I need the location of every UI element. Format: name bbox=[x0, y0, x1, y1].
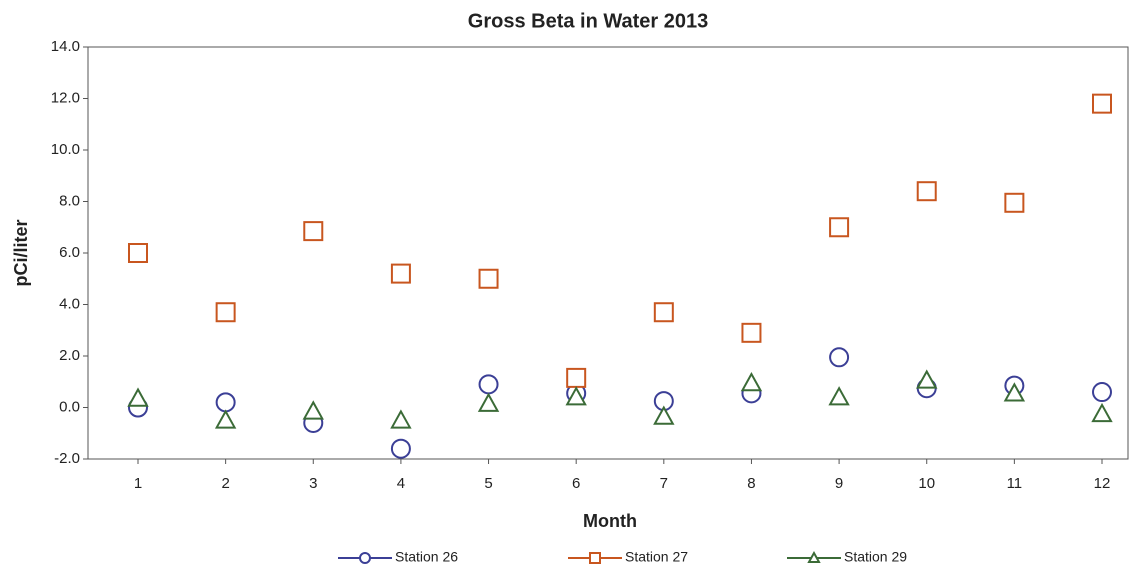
y-axis-title: pCi/liter bbox=[11, 219, 31, 286]
data-point bbox=[215, 392, 236, 413]
x-tick-label: 10 bbox=[918, 475, 935, 492]
data-point bbox=[740, 371, 763, 392]
legend-text: Station 27 bbox=[625, 549, 688, 565]
x-axis-title: Month bbox=[583, 511, 637, 531]
y-tick-label: -2.0 bbox=[54, 450, 80, 467]
data-point bbox=[829, 217, 850, 238]
data-point bbox=[128, 243, 148, 263]
data-point bbox=[390, 438, 411, 459]
y-tick-label: 12.0 bbox=[51, 89, 80, 106]
x-tick-label: 1 bbox=[134, 475, 142, 492]
data-point bbox=[565, 386, 587, 406]
data-point bbox=[390, 263, 411, 284]
y-tick-label: 0.0 bbox=[59, 398, 80, 415]
legend-marker bbox=[359, 552, 371, 564]
y-tick-label: 2.0 bbox=[59, 347, 80, 364]
data-point bbox=[1092, 93, 1112, 114]
data-point bbox=[302, 400, 324, 420]
x-tick-label: 12 bbox=[1094, 475, 1111, 492]
x-tick-label: 8 bbox=[747, 475, 755, 492]
data-point bbox=[477, 392, 500, 412]
x-tick-label: 7 bbox=[660, 475, 668, 492]
data-point bbox=[303, 221, 324, 242]
chart-title: Gross Beta in Water 2013 bbox=[468, 10, 708, 32]
data-point bbox=[653, 302, 674, 323]
x-tick-label: 9 bbox=[835, 475, 843, 492]
data-point bbox=[1003, 382, 1026, 402]
x-tick-label: 4 bbox=[397, 475, 405, 492]
legend-marker bbox=[807, 550, 821, 563]
x-tick-label: 2 bbox=[221, 475, 229, 492]
x-tick-label: 5 bbox=[484, 475, 492, 492]
data-point bbox=[478, 374, 499, 395]
y-tick-label: 6.0 bbox=[59, 244, 80, 261]
data-point bbox=[1092, 382, 1112, 403]
y-tick-label: 14.0 bbox=[51, 38, 80, 55]
data-point bbox=[741, 322, 762, 343]
plot-frame bbox=[87, 46, 1129, 460]
legend-marker bbox=[589, 552, 601, 564]
y-tick-label: 8.0 bbox=[59, 192, 80, 209]
data-point bbox=[916, 369, 938, 389]
data-point bbox=[390, 409, 412, 429]
y-tick-label: 10.0 bbox=[51, 141, 80, 158]
data-point bbox=[916, 181, 937, 202]
x-tick-label: 11 bbox=[1007, 475, 1023, 492]
data-point bbox=[127, 387, 149, 407]
legend-text: Station 26 bbox=[395, 549, 458, 565]
data-point bbox=[214, 409, 237, 429]
data-point bbox=[829, 347, 850, 368]
data-point bbox=[1091, 402, 1113, 423]
data-point bbox=[478, 268, 499, 289]
data-point bbox=[1004, 192, 1025, 213]
y-tick-label: 4.0 bbox=[59, 295, 80, 312]
data-point bbox=[566, 367, 587, 388]
x-tick-label: 6 bbox=[572, 475, 580, 492]
legend-text: Station 29 bbox=[844, 549, 907, 565]
data-point bbox=[653, 405, 675, 425]
data-point bbox=[215, 302, 236, 323]
x-tick-label: 3 bbox=[309, 475, 317, 492]
data-point bbox=[828, 386, 850, 406]
